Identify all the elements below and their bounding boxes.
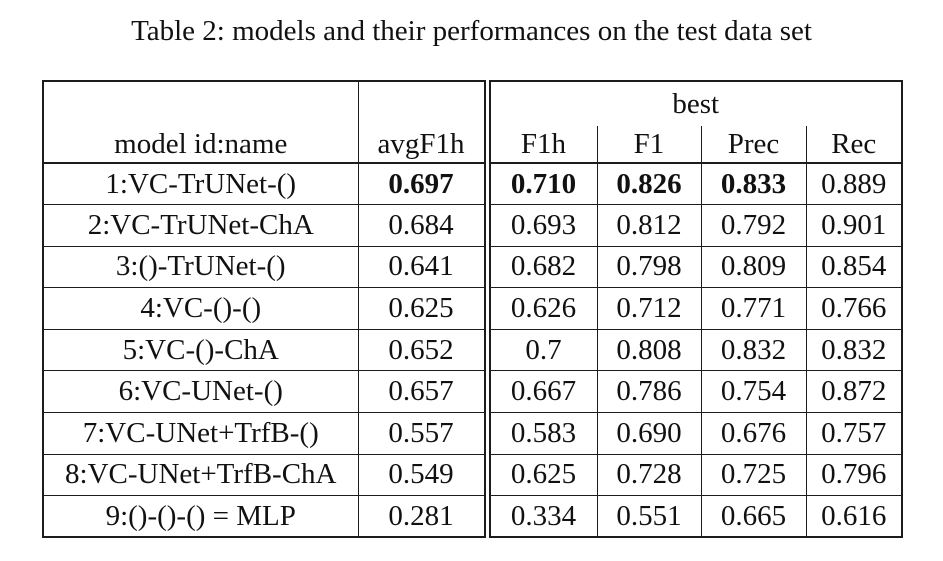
cell-model-name: 5:VC-()-ChA [42, 328, 359, 372]
cell-f1: 0.712 [596, 287, 702, 330]
column-header-rec: Rec [805, 126, 903, 164]
cell-avgf1h: 0.625 [357, 287, 488, 330]
cell-f1: 0.551 [596, 495, 702, 538]
table-row: 4:VC-()-() 0.625 0.626 0.712 0.771 0.766 [42, 287, 903, 330]
cell-rec: 0.872 [805, 370, 903, 414]
cell-rec: 0.757 [805, 412, 903, 455]
cell-avgf1h: 0.684 [357, 204, 488, 247]
cell-f1h: 0.682 [483, 245, 598, 289]
cell-avgf1h: 0.641 [357, 245, 488, 289]
table-row: 7:VC-UNet+TrfB-() 0.557 0.583 0.690 0.67… [42, 412, 903, 455]
cell-f1h: 0.626 [483, 287, 598, 330]
cell-prec: 0.725 [700, 453, 807, 497]
column-header-model: model id:name [42, 126, 359, 164]
cell-model-name: 4:VC-()-() [42, 287, 359, 330]
column-header-row: model id:name avgF1h F1h F1 Prec Rec [42, 126, 903, 164]
performance-table: best model id:name avgF1h F1h F1 Prec Re… [42, 80, 903, 539]
cell-prec: 0.832 [700, 328, 807, 372]
cell-rec: 0.889 [805, 162, 903, 206]
table-row: 1:VC-TrUNet-() 0.697 0.710 0.826 0.833 0… [42, 162, 903, 206]
cell-prec: 0.665 [700, 495, 807, 538]
cell-avgf1h: 0.652 [357, 328, 488, 372]
cell-f1h: 0.7 [483, 328, 598, 372]
cell-rec: 0.616 [805, 495, 903, 538]
cell-f1: 0.812 [596, 204, 702, 247]
table-row: 2:VC-TrUNet-ChA 0.684 0.693 0.812 0.792 … [42, 204, 903, 247]
cell-rec: 0.766 [805, 287, 903, 330]
group-header-spacer [357, 80, 487, 126]
cell-f1: 0.690 [596, 412, 702, 455]
cell-prec: 0.676 [700, 412, 807, 455]
table-row: 6:VC-UNet-() 0.657 0.667 0.786 0.754 0.8… [42, 370, 903, 414]
cell-f1: 0.728 [596, 453, 702, 497]
cell-rec: 0.832 [805, 328, 903, 372]
table-row: 8:VC-UNet+TrfB-ChA 0.549 0.625 0.728 0.7… [42, 453, 903, 497]
column-header-f1h: F1h [483, 126, 598, 164]
cell-prec: 0.754 [700, 370, 807, 414]
cell-model-name: 2:VC-TrUNet-ChA [42, 204, 359, 247]
cell-f1h: 0.334 [483, 495, 598, 538]
cell-f1: 0.808 [596, 328, 702, 372]
cell-prec: 0.792 [700, 204, 807, 247]
cell-prec: 0.833 [700, 162, 807, 206]
cell-avgf1h: 0.657 [357, 370, 488, 414]
cell-f1: 0.798 [596, 245, 702, 289]
cell-rec: 0.854 [805, 245, 903, 289]
column-header-f1: F1 [596, 126, 702, 164]
cell-f1h: 0.625 [483, 453, 598, 497]
table-row: 9:()-()-() = MLP 0.281 0.334 0.551 0.665… [42, 495, 903, 538]
cell-avgf1h: 0.557 [357, 412, 488, 455]
cell-model-name: 6:VC-UNet-() [42, 370, 359, 414]
cell-avgf1h: 0.281 [357, 495, 488, 538]
cell-f1h: 0.667 [483, 370, 598, 414]
cell-avgf1h: 0.697 [357, 162, 488, 206]
group-header-row: best [42, 80, 903, 126]
cell-model-name: 9:()-()-() = MLP [42, 495, 359, 538]
cell-model-name: 3:()-TrUNet-() [42, 245, 359, 289]
group-header-best: best [483, 80, 903, 126]
cell-rec: 0.796 [805, 453, 903, 497]
column-header-prec: Prec [700, 126, 807, 164]
table-row: 3:()-TrUNet-() 0.641 0.682 0.798 0.809 0… [42, 245, 903, 289]
cell-model-name: 7:VC-UNet+TrfB-() [42, 412, 359, 455]
cell-f1h: 0.693 [483, 204, 598, 247]
cell-prec: 0.771 [700, 287, 807, 330]
cell-model-name: 1:VC-TrUNet-() [42, 162, 359, 206]
cell-model-name: 8:VC-UNet+TrfB-ChA [42, 453, 359, 497]
table-caption: Table 2: models and their performances o… [131, 15, 812, 47]
cell-f1h: 0.583 [483, 412, 598, 455]
cell-f1: 0.786 [596, 370, 702, 414]
cell-prec: 0.809 [700, 245, 807, 289]
cell-rec: 0.901 [805, 204, 903, 247]
group-header-spacer [42, 80, 359, 126]
table-row: 5:VC-()-ChA 0.652 0.7 0.808 0.832 0.832 [42, 328, 903, 372]
cell-f1: 0.826 [596, 162, 702, 206]
cell-f1h: 0.710 [483, 162, 598, 206]
cell-avgf1h: 0.549 [357, 453, 488, 497]
column-header-avgf1h: avgF1h [357, 126, 488, 164]
